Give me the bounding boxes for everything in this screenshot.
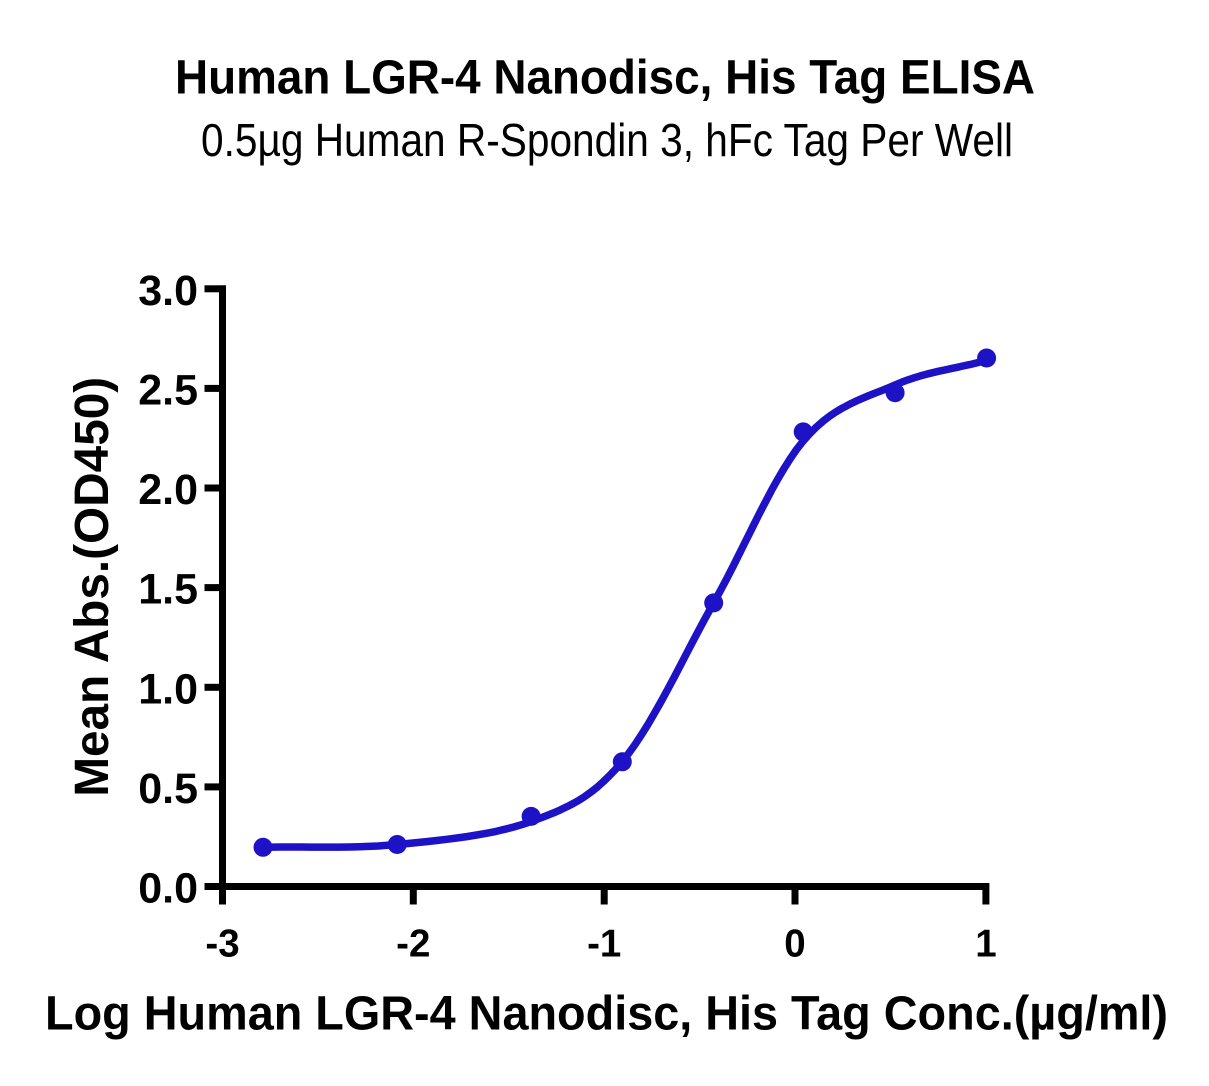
svg-text:Human LGR-4 Nanodisc, His Tag: Human LGR-4 Nanodisc, His Tag ELISA <box>175 51 1035 104</box>
svg-text:-3: -3 <box>205 923 239 966</box>
svg-text:1: 1 <box>975 923 996 966</box>
svg-text:2.5: 2.5 <box>138 366 198 414</box>
svg-text:1.0: 1.0 <box>138 665 198 713</box>
svg-text:0.5µg Human R-Spondin 3, hFc T: 0.5µg Human R-Spondin 3, hFc Tag Per Wel… <box>201 114 1013 166</box>
svg-text:1.5: 1.5 <box>138 566 198 614</box>
svg-text:0: 0 <box>784 923 805 966</box>
svg-text:3.0: 3.0 <box>138 267 198 315</box>
svg-text:Log Human LGR-4 Nanodisc, His: Log Human LGR-4 Nanodisc, His Tag Conc.(… <box>45 988 1168 1041</box>
svg-text:Mean Abs.(OD450): Mean Abs.(OD450) <box>66 377 119 797</box>
svg-text:-2: -2 <box>396 923 430 966</box>
svg-text:2.0: 2.0 <box>138 466 198 514</box>
svg-text:0.0: 0.0 <box>138 865 198 913</box>
svg-text:-1: -1 <box>587 923 621 966</box>
svg-text:0.5: 0.5 <box>138 765 198 813</box>
